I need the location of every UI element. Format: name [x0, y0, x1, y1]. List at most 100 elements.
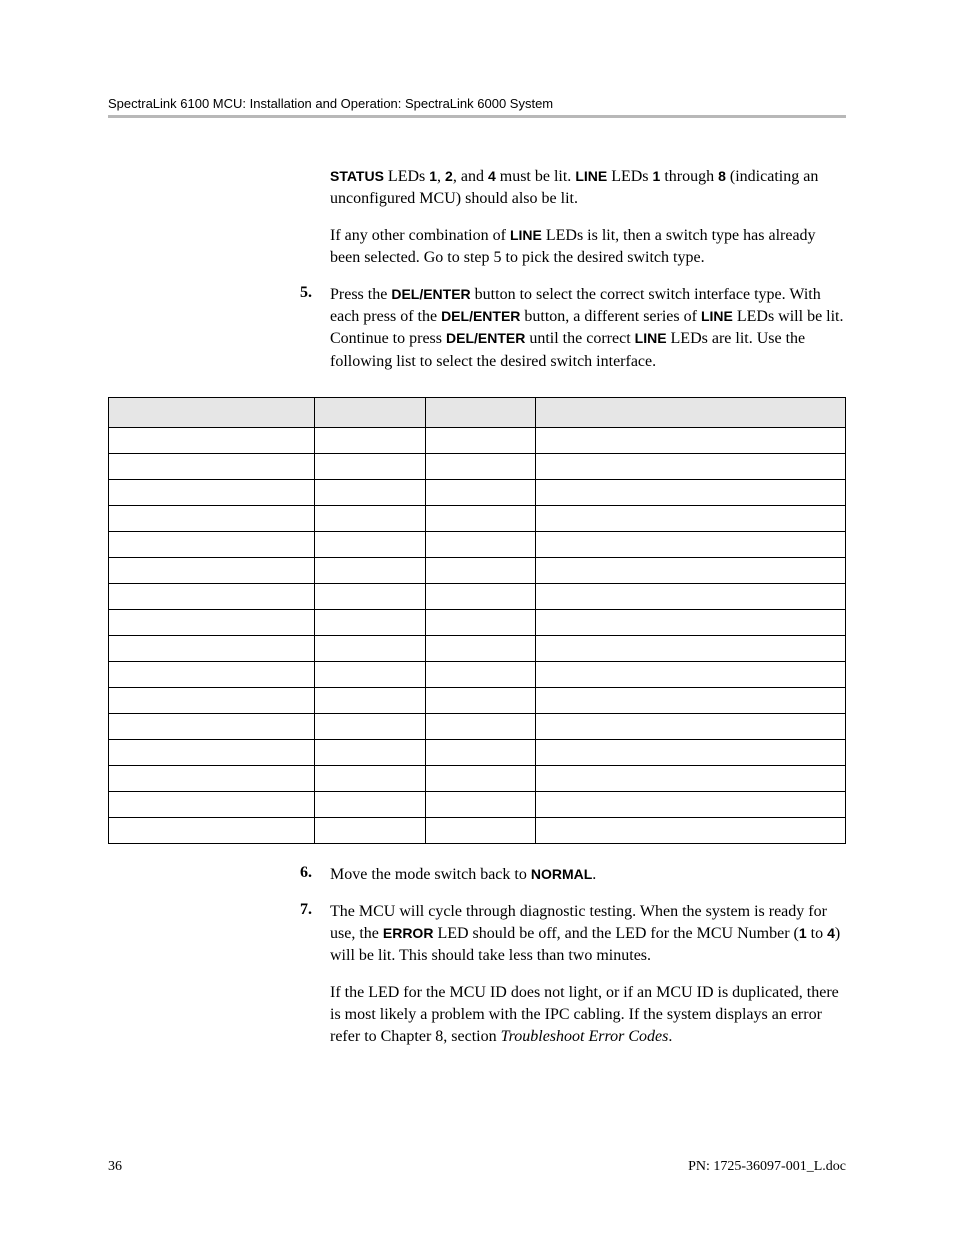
table-cell [425, 662, 536, 688]
table-cell [109, 792, 315, 818]
table-row [109, 636, 846, 662]
table-row [109, 792, 846, 818]
table-cell [536, 584, 846, 610]
table-cell [109, 766, 315, 792]
table-cell [425, 610, 536, 636]
table-cell [109, 740, 315, 766]
table-cell [536, 766, 846, 792]
table-cell [425, 740, 536, 766]
table-row [109, 662, 846, 688]
table-cell [109, 714, 315, 740]
table-cell [315, 662, 426, 688]
table-header-row [109, 398, 846, 428]
table-cell [425, 636, 536, 662]
table-cell [536, 714, 846, 740]
table-cell [109, 584, 315, 610]
table-row [109, 818, 846, 844]
document-id: PN: 1725-36097-001_L.doc [688, 1159, 846, 1175]
table-cell [425, 428, 536, 454]
bold-line-4: LINE [635, 330, 667, 346]
table-header-cell [425, 398, 536, 428]
table-cell [109, 532, 315, 558]
page-header: SpectraLink 6100 MCU: Installation and O… [108, 96, 846, 118]
bold-status: STATUS [330, 168, 384, 184]
paragraph-status-leds: STATUS LEDs 1, 2, and 4 must be lit. LIN… [330, 166, 846, 211]
step-5-body: Press the DEL/ENTER button to select the… [330, 284, 846, 374]
page-number: 36 [108, 1159, 122, 1175]
table-cell [425, 688, 536, 714]
italic-troubleshoot: Troubleshoot Error Codes [501, 1028, 669, 1045]
table-cell [109, 480, 315, 506]
table-row [109, 558, 846, 584]
table-row [109, 740, 846, 766]
table-cell [425, 584, 536, 610]
table-cell [315, 558, 426, 584]
bold-4b: 4 [827, 925, 835, 941]
table-cell [536, 636, 846, 662]
step-5: 5. Press the DEL/ENTER button to select … [300, 284, 846, 374]
table-row [109, 688, 846, 714]
table-cell [536, 792, 846, 818]
table-cell [425, 766, 536, 792]
table-cell [315, 610, 426, 636]
table-cell [536, 558, 846, 584]
table-cell [109, 428, 315, 454]
body-content-lower: 6. Move the mode switch back to NORMAL. … [330, 864, 846, 1049]
bold-line: LINE [575, 168, 607, 184]
step-7-subpara: If the LED for the MCU ID does not light… [330, 982, 846, 1049]
table-cell [315, 428, 426, 454]
table-cell [315, 818, 426, 844]
table-body [109, 428, 846, 844]
table-cell [315, 740, 426, 766]
table-cell [109, 454, 315, 480]
table-header-cell [536, 398, 846, 428]
bold-8: 8 [718, 168, 726, 184]
table-cell [425, 818, 536, 844]
step-5-number: 5. [300, 284, 312, 302]
table-cell [109, 558, 315, 584]
bold-del-enter-2: DEL/ENTER [441, 308, 520, 324]
switch-interface-table [108, 397, 846, 844]
table-cell [425, 506, 536, 532]
table-cell [536, 688, 846, 714]
table-cell [425, 714, 536, 740]
table-row [109, 480, 846, 506]
table-row [109, 532, 846, 558]
table-row [109, 506, 846, 532]
table-header-cell [315, 398, 426, 428]
step-6-number: 6. [300, 864, 312, 882]
table-row [109, 428, 846, 454]
table-cell [315, 480, 426, 506]
bold-4: 4 [488, 168, 496, 184]
table-cell [315, 584, 426, 610]
step-7-number: 7. [300, 901, 312, 919]
step-7-body: The MCU will cycle through diagnostic te… [330, 901, 846, 1049]
step-6-body: Move the mode switch back to NORMAL. [330, 864, 846, 886]
table-cell [536, 610, 846, 636]
bold-del-enter-1: DEL/ENTER [391, 286, 470, 302]
table-header-cell [109, 398, 315, 428]
table-row [109, 584, 846, 610]
table-cell [536, 662, 846, 688]
table-row [109, 454, 846, 480]
table-cell [425, 480, 536, 506]
bold-line-3: LINE [701, 308, 733, 324]
table-cell [315, 714, 426, 740]
table-cell [109, 636, 315, 662]
table-cell [109, 506, 315, 532]
table-cell [536, 428, 846, 454]
table-cell [536, 480, 846, 506]
table-cell [425, 454, 536, 480]
table-cell [536, 454, 846, 480]
step-6: 6. Move the mode switch back to NORMAL. [300, 864, 846, 886]
bold-error: ERROR [383, 925, 434, 941]
table-cell [315, 454, 426, 480]
table-cell [536, 818, 846, 844]
bold-line-2: LINE [510, 227, 542, 243]
bold-1c: 1 [799, 925, 807, 941]
table-cell [315, 532, 426, 558]
table-cell [315, 636, 426, 662]
table-cell [536, 506, 846, 532]
step-7: 7. The MCU will cycle through diagnostic… [300, 901, 846, 1049]
bold-normal: NORMAL [531, 866, 592, 882]
